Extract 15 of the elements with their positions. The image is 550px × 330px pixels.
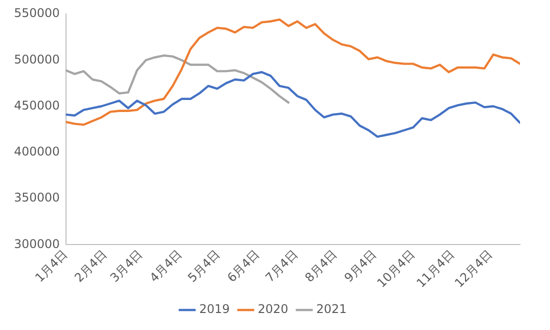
x-tick-label: 7月4日 [262, 247, 300, 285]
x-tick-label: 5月4日 [185, 247, 223, 285]
legend-label: 2019 [199, 302, 230, 316]
x-tick-label: 3月4日 [108, 247, 146, 285]
x-tick-label: 6月4日 [224, 247, 262, 285]
y-tick-label: 400000 [14, 144, 60, 159]
y-tick-label: 350000 [14, 190, 60, 205]
x-tick-label: 8月4日 [302, 247, 340, 285]
y-tick-label: 450000 [14, 98, 60, 112]
legend-label: 2021 [316, 302, 347, 316]
x-tick-label: 4月4日 [146, 247, 185, 285]
x-tick-label: 2月4日 [72, 247, 110, 285]
legend-label: 2020 [258, 302, 288, 316]
y-tick-label: 500000 [14, 52, 60, 66]
y-tick-label: 550000 [14, 6, 60, 20]
